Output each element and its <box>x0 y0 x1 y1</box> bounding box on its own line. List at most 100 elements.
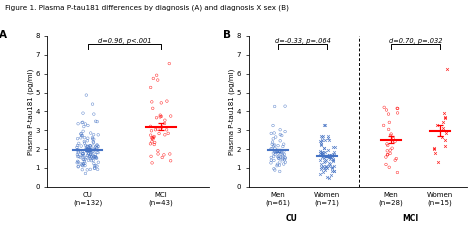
Point <box>441 116 448 120</box>
Point <box>74 148 82 151</box>
Point <box>318 165 325 169</box>
Point <box>278 149 286 153</box>
Point <box>85 147 93 151</box>
Point <box>153 74 160 77</box>
Point <box>94 133 102 137</box>
Point <box>73 153 81 156</box>
Point <box>91 164 98 168</box>
Point <box>157 115 165 118</box>
Point <box>79 111 87 115</box>
Point <box>393 106 401 110</box>
Point <box>321 151 328 154</box>
Point <box>320 160 328 164</box>
Point <box>77 155 84 159</box>
Point <box>440 112 447 115</box>
Text: B: B <box>223 30 231 40</box>
Point <box>95 160 102 164</box>
Point <box>281 153 288 156</box>
Point <box>78 121 86 124</box>
Point <box>149 106 156 110</box>
Point <box>166 152 173 156</box>
Text: d=-0.33, p=.064: d=-0.33, p=.064 <box>275 38 331 43</box>
Point <box>318 167 325 170</box>
Point <box>326 155 333 158</box>
Point <box>439 126 447 129</box>
Point <box>317 172 324 176</box>
Point <box>386 152 394 155</box>
Point <box>149 137 157 141</box>
Point <box>270 155 277 158</box>
Point <box>167 114 174 118</box>
Point <box>154 127 162 131</box>
Point <box>84 136 91 140</box>
Point <box>163 128 171 132</box>
Point <box>92 164 100 168</box>
Point <box>80 125 88 128</box>
Point <box>438 135 446 138</box>
Point <box>330 150 338 154</box>
Point <box>160 153 168 157</box>
Point <box>81 161 89 165</box>
Point <box>90 140 97 144</box>
Point <box>86 149 94 153</box>
Point <box>156 115 164 119</box>
Point <box>319 138 326 142</box>
Point <box>82 122 89 126</box>
Point <box>270 131 278 135</box>
Point <box>331 145 338 148</box>
Point <box>148 100 155 104</box>
Point <box>319 150 326 153</box>
Point <box>276 139 284 143</box>
Point <box>279 158 286 162</box>
Point <box>75 142 82 145</box>
Point <box>329 145 337 148</box>
Point <box>87 131 94 135</box>
Point <box>91 155 99 158</box>
Point <box>80 162 87 166</box>
Point <box>328 166 336 169</box>
Point <box>165 62 173 65</box>
Point <box>382 155 390 159</box>
Point <box>148 161 156 165</box>
Point <box>326 157 334 161</box>
Point <box>80 158 88 161</box>
Point <box>86 168 94 171</box>
Point <box>271 150 278 153</box>
Point <box>275 150 283 154</box>
Point <box>89 137 96 141</box>
Point <box>383 142 391 146</box>
Text: MCI: MCI <box>402 214 418 223</box>
Point <box>328 173 335 177</box>
Point <box>442 131 450 134</box>
Point <box>86 148 93 151</box>
Point <box>325 138 333 142</box>
Point <box>150 77 157 80</box>
Point <box>87 144 94 148</box>
Point <box>329 159 337 163</box>
Y-axis label: Plasma P-tau181 (pg/ml): Plasma P-tau181 (pg/ml) <box>229 68 235 155</box>
Point <box>90 149 97 153</box>
Point <box>151 141 158 144</box>
Point <box>434 161 442 164</box>
Point <box>85 159 92 162</box>
Point <box>80 154 88 157</box>
Point <box>281 130 289 133</box>
Point <box>74 165 82 169</box>
Point <box>74 160 82 163</box>
Point <box>86 155 93 159</box>
Point <box>147 124 155 128</box>
Point <box>85 151 92 155</box>
Point <box>381 106 388 109</box>
Point <box>84 152 92 156</box>
Point <box>74 164 82 168</box>
Point <box>79 134 86 137</box>
Point <box>79 162 87 166</box>
Point <box>94 145 102 148</box>
Point <box>77 149 84 153</box>
Point <box>325 177 332 180</box>
Point <box>91 166 99 170</box>
Point <box>383 108 390 112</box>
Point <box>280 162 288 166</box>
Point <box>94 151 102 154</box>
Point <box>329 159 337 162</box>
